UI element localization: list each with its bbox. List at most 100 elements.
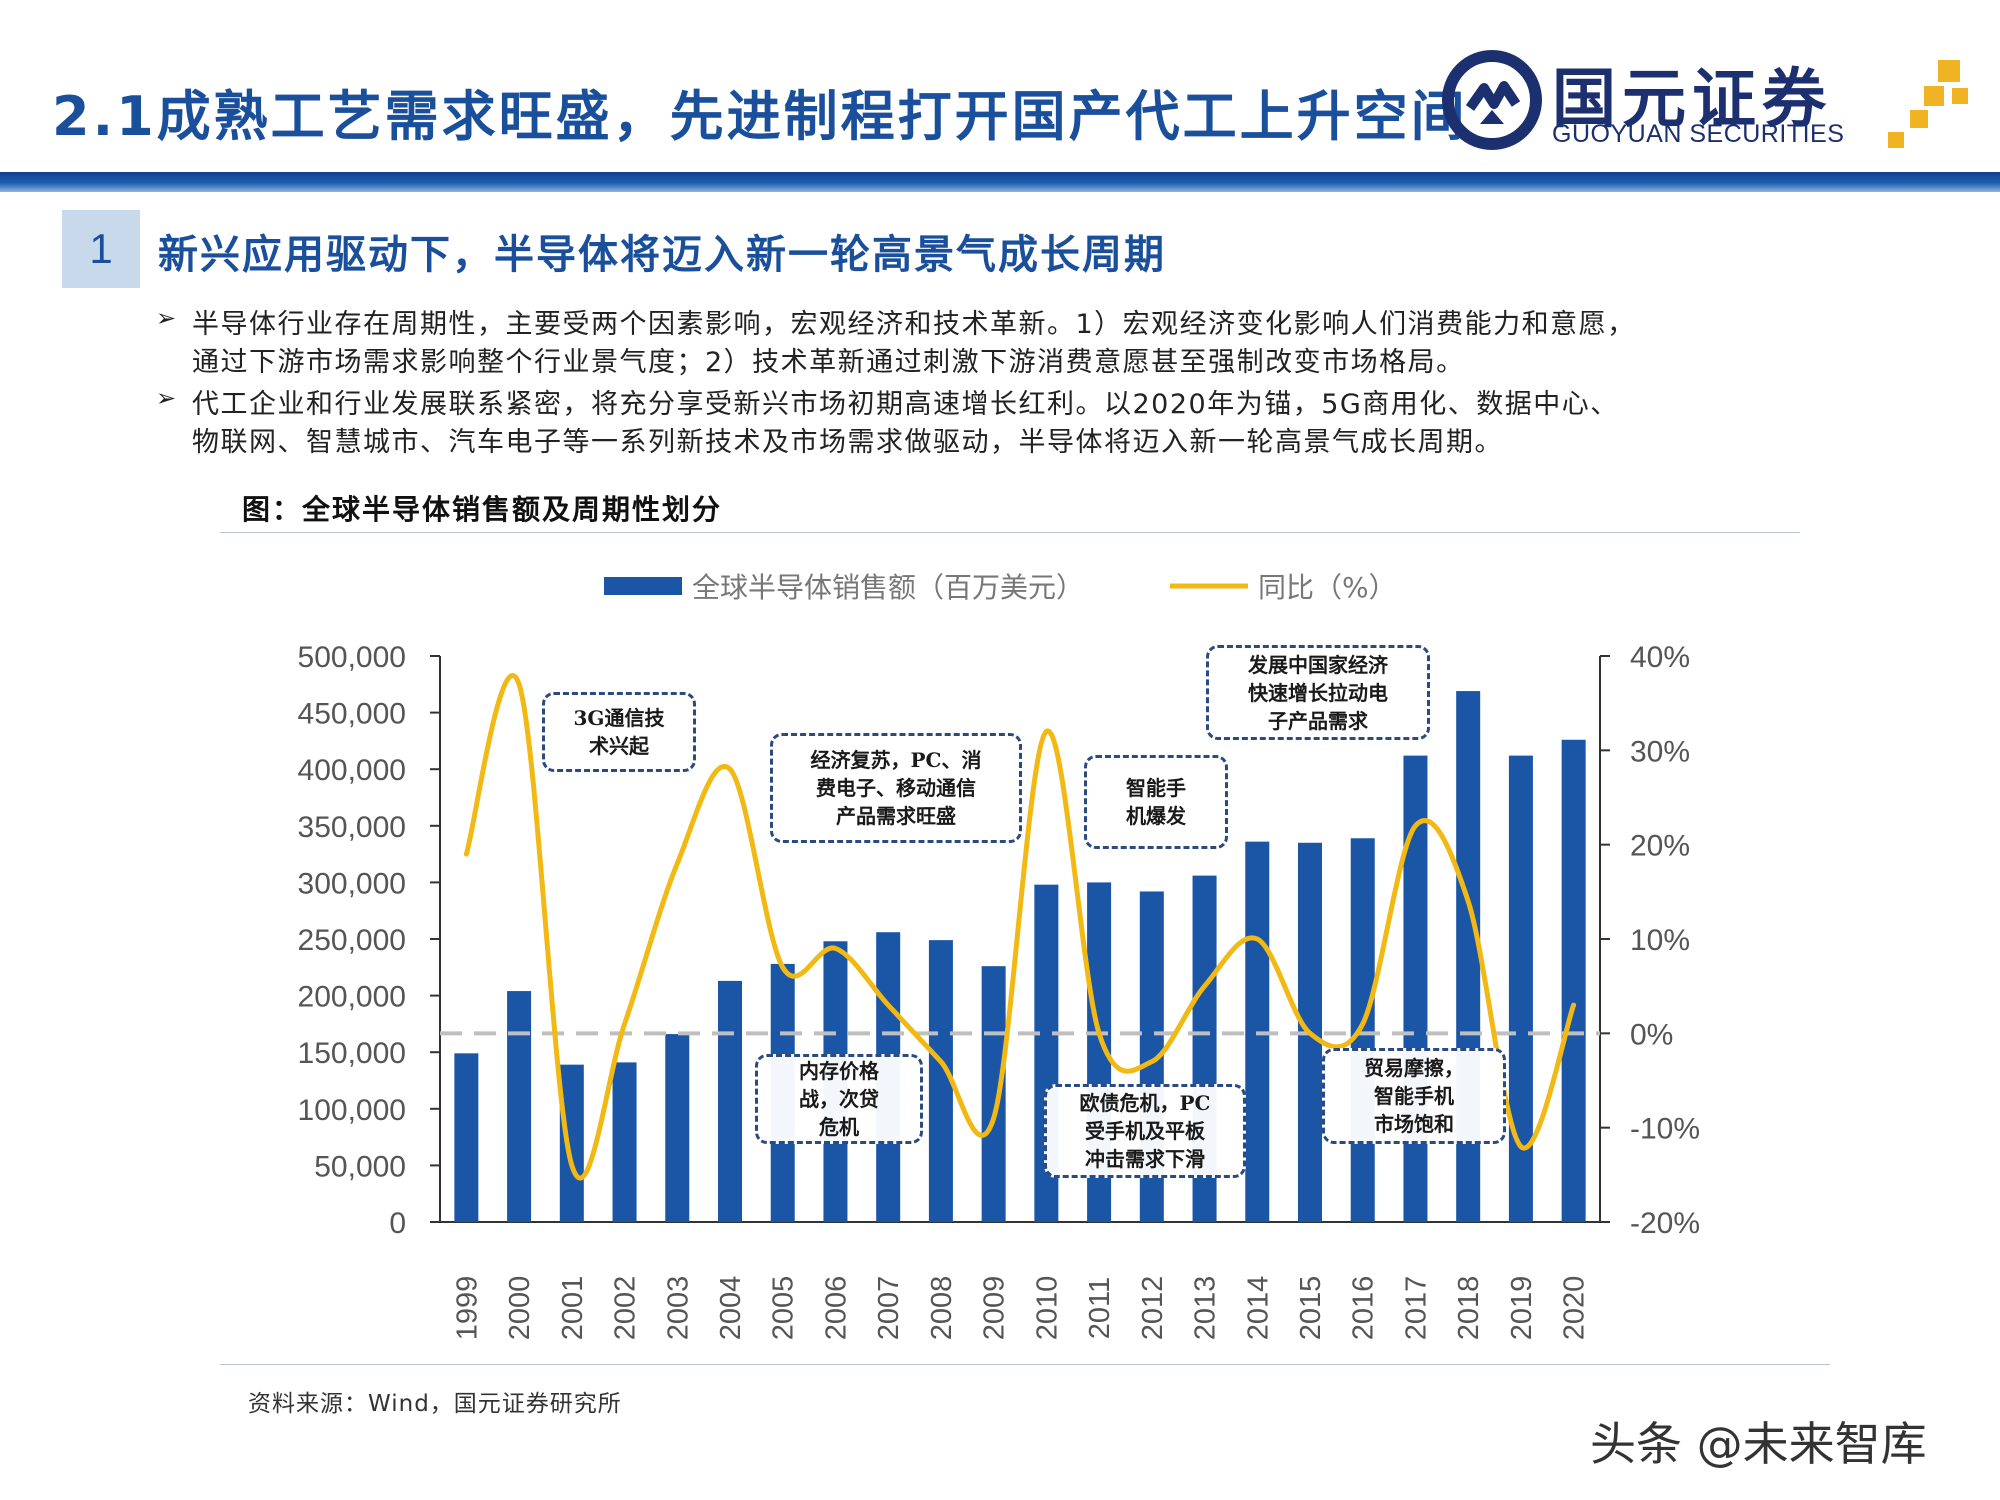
x-axis-tick-label: 2008	[926, 1276, 958, 1341]
annotation-text: 内存价格 战，次贷 危机	[799, 1057, 879, 1141]
annotation-text: 发展中国家经济 快速增长拉动电 子产品需求	[1248, 651, 1388, 735]
yoy-point-2015	[1308, 1031, 1312, 1035]
x-axis-tick-label: 2000	[504, 1276, 536, 1341]
yoy-point-2009	[992, 1116, 996, 1120]
x-axis-tick-label: 2009	[979, 1276, 1011, 1341]
yoy-point-2004	[728, 767, 732, 771]
yoy-point-2014	[1255, 937, 1259, 941]
legend-bar-label: 全球半导体销售额（百万美元）	[692, 571, 1084, 604]
annotation-trade: 贸易摩擦， 智能手机 市场饱和	[1322, 1048, 1506, 1144]
logo-subtitle: GUOYUAN SECURITIES	[1552, 120, 1845, 148]
yoy-point-2020	[1572, 1003, 1576, 1007]
left-axis-tick-label: 300,000	[298, 867, 406, 900]
left-axis-tick-label: 200,000	[298, 981, 406, 1014]
bar-2002	[612, 1062, 637, 1222]
bullet-1-line-2: 通过下游市场需求影响整个行业景气度；2）技术革新通过刺激下游消费意愿甚至强制改变…	[192, 347, 1465, 378]
header-divider-band	[0, 172, 2000, 192]
x-axis-tick-label: 2001	[557, 1276, 589, 1341]
right-axis-tick-label: -20%	[1630, 1207, 1700, 1240]
bar-2004	[718, 980, 742, 1222]
yoy-point-2005	[781, 965, 785, 969]
bullet-arrow-icon: ➢	[156, 384, 177, 412]
yoy-point-2016	[1361, 1022, 1365, 1026]
logo-gold-squares-icon	[1888, 60, 1968, 148]
annotation-line: 市场饱和	[1374, 1112, 1454, 1136]
left-axis-tick-label: 400,000	[298, 754, 406, 787]
left-axis-tick-label: 0	[389, 1207, 406, 1240]
annotation-line: 发展中国家经济	[1248, 652, 1388, 677]
x-axis-tick-label: 2002	[610, 1276, 642, 1341]
annotation-line: 子产品需求	[1268, 708, 1368, 733]
source-rule	[220, 1364, 1830, 1365]
annotation-line: 冲击需求下滑	[1085, 1147, 1205, 1171]
left-axis-tick-label: 50,000	[314, 1150, 406, 1183]
yoy-point-2010	[1044, 729, 1048, 733]
yoy-line	[463, 673, 1577, 1181]
bar-2000	[507, 991, 532, 1222]
bullet-1-line-1: 半导体行业存在周期性，主要受两个因素影响，宏观经济和技术革新。1）宏观经济变化影…	[192, 309, 1636, 340]
annotation-developing: 发展中国家经济 快速增长拉动电 子产品需求	[1206, 645, 1430, 740]
left-axis-tick-label: 150,000	[298, 1037, 406, 1070]
bullet-2-line-2: 物联网、智慧城市、汽车电子等一系列新技术及市场需求做驱动，半导体将迈入新一轮高景…	[192, 427, 1503, 458]
yoy-point-2007	[886, 1003, 890, 1007]
yoy-point-2013	[1203, 984, 1207, 988]
x-axis-tick-label: 2014	[1242, 1276, 1274, 1341]
right-axis-tick-label: 30%	[1630, 735, 1690, 768]
annotation-recovery: 经济复苏，PC、消 费电子、移动通信 产品需求旺盛	[770, 733, 1022, 843]
left-axis-tick-label: 350,000	[298, 811, 406, 844]
annotation-memory: 内存价格 战，次贷 危机	[755, 1054, 923, 1144]
x-axis-tick-label: 2011	[1084, 1277, 1116, 1339]
annotation-line: 术兴起	[589, 734, 649, 758]
logo-name: 国元证券	[1552, 63, 1832, 137]
annotation-line: 产品需求旺盛	[836, 804, 956, 828]
company-logo: 国元证券 GUOYUAN SECURITIES	[1440, 48, 1980, 158]
annotation-debt: 欧债危机，PC 受手机及平板 冲击需求下滑	[1044, 1084, 1246, 1178]
yoy-point-2002	[623, 1022, 627, 1026]
bar-2001	[559, 1064, 584, 1222]
x-axis-tick-label: 2013	[1190, 1276, 1222, 1341]
section-number: 1	[62, 210, 140, 288]
page-title: 2.1成熟工艺需求旺盛，先进制程打开国产代工上升空间	[52, 85, 1468, 148]
annotation-text: 3G通信技 术兴起	[574, 704, 665, 760]
bar-2008	[928, 940, 953, 1222]
bullet-arrow-icon: ➢	[156, 304, 177, 332]
annotation-line: 危机	[819, 1115, 859, 1139]
annotation-line: 欧债危机，PC	[1079, 1091, 1211, 1115]
x-axis-tick-label: 2020	[1559, 1276, 1591, 1341]
x-axis-tick-label: 2005	[768, 1276, 800, 1341]
left-axis-tick-label: 100,000	[298, 1094, 406, 1127]
annotation-text: 贸易摩擦， 智能手机 市场饱和	[1364, 1054, 1464, 1138]
annotation-line: 经济复苏，PC、消	[810, 748, 982, 772]
x-axis-tick-label: 2012	[1137, 1276, 1169, 1341]
watermark: 头条 @未来智库	[1590, 1417, 1927, 1471]
right-axis-tick-label: -10%	[1630, 1113, 1700, 1146]
section-title: 新兴应用驱动下，半导体将迈入新一轮高景气成长周期	[158, 232, 1166, 278]
bar-2020	[1561, 739, 1586, 1222]
yoy-point-2019	[1519, 1145, 1523, 1149]
bar-2003	[665, 1034, 690, 1222]
annotation-line: 战，次贷	[799, 1087, 879, 1111]
legend-line-label: 同比（%）	[1258, 571, 1397, 604]
annotation-smartphone: 智能手 机爆发	[1084, 755, 1228, 849]
annotation-text: 欧债危机，PC 受手机及平板 冲击需求下滑	[1080, 1089, 1211, 1173]
annotation-line: 贸易摩擦，	[1364, 1056, 1464, 1080]
annotation-text: 智能手 机爆发	[1126, 774, 1186, 830]
yoy-point-2018	[1466, 899, 1470, 903]
bar-2017	[1403, 755, 1428, 1222]
right-axis-tick-label: 0%	[1630, 1018, 1673, 1051]
logo-emblem-icon	[1442, 50, 1542, 150]
annotation-line: 快速增长拉动电	[1248, 680, 1388, 705]
x-axis-tick-label: 2010	[1031, 1276, 1063, 1341]
x-axis-tick-label: 2015	[1295, 1276, 1327, 1341]
caption-rule	[220, 532, 1800, 533]
yoy-point-1999	[464, 852, 468, 856]
bar-2016	[1350, 838, 1375, 1222]
right-axis-tick-label: 40%	[1630, 641, 1690, 674]
x-axis-tick-label: 2003	[662, 1276, 694, 1341]
x-axis-tick-label: 2007	[873, 1276, 905, 1341]
annotation-line: 费电子、移动通信	[816, 776, 976, 800]
annotation-line: 机爆发	[1126, 804, 1186, 828]
bar-2019	[1508, 755, 1533, 1222]
right-axis-tick-label: 20%	[1630, 830, 1690, 863]
yoy-point-2008	[939, 1060, 943, 1064]
